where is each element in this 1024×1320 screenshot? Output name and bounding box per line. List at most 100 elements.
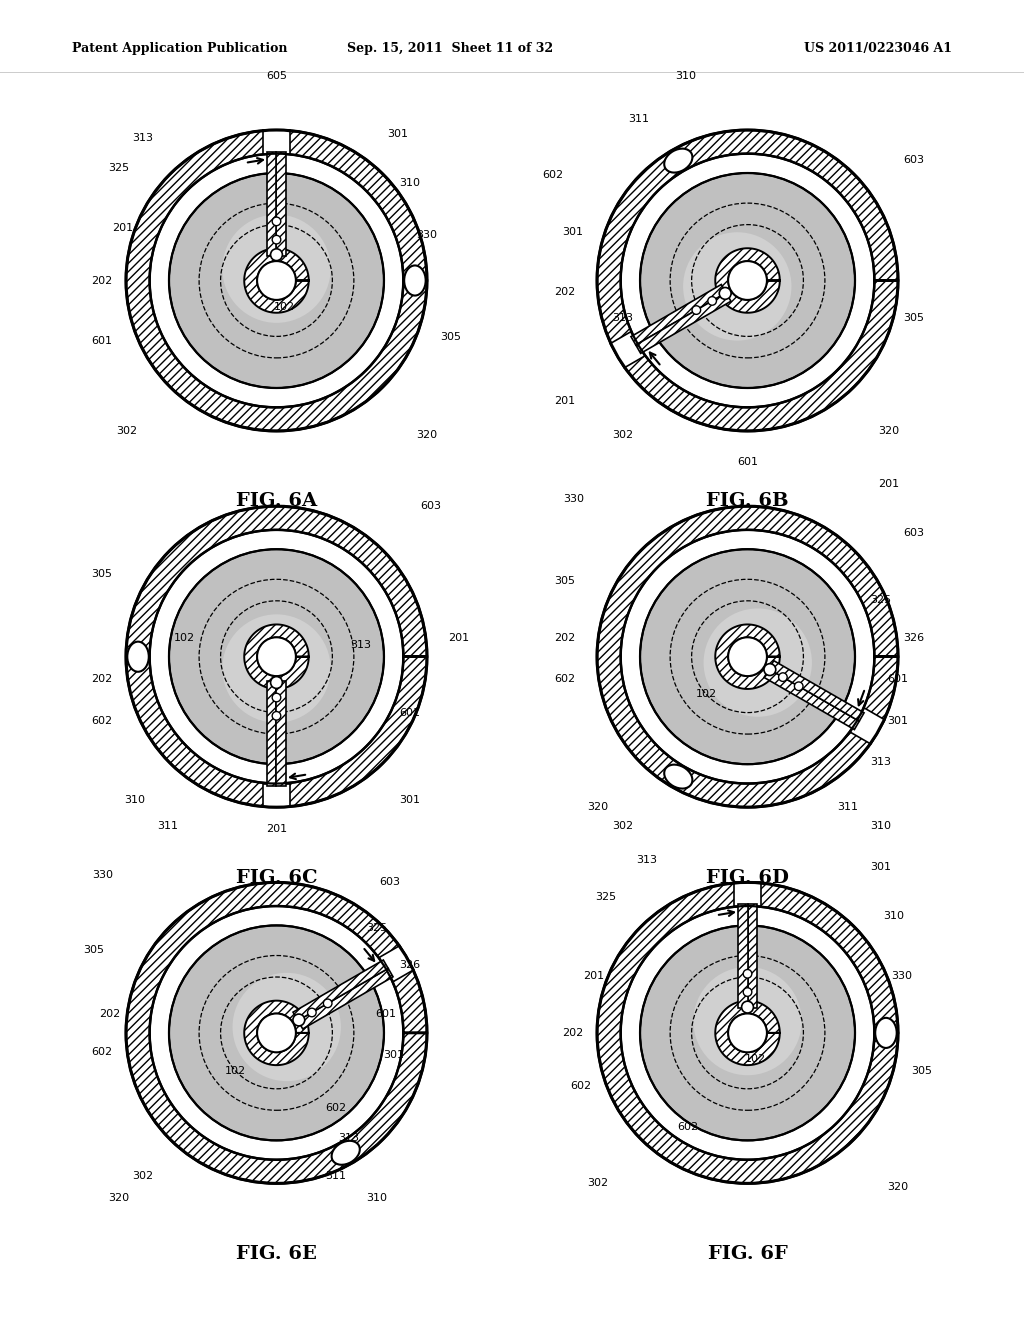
Circle shape xyxy=(683,232,792,341)
Circle shape xyxy=(728,261,767,300)
Circle shape xyxy=(257,1014,296,1052)
Circle shape xyxy=(640,925,855,1140)
Text: 320: 320 xyxy=(587,803,608,812)
Text: 601: 601 xyxy=(887,675,908,684)
Polygon shape xyxy=(245,1001,308,1065)
Text: 201: 201 xyxy=(449,632,470,643)
Circle shape xyxy=(222,215,331,323)
Text: 301: 301 xyxy=(383,1051,404,1060)
Text: FIG. 6E: FIG. 6E xyxy=(237,1245,316,1263)
Polygon shape xyxy=(126,883,427,1183)
Text: 330: 330 xyxy=(563,494,585,504)
Text: 301: 301 xyxy=(387,129,409,139)
Circle shape xyxy=(778,673,787,681)
Text: 310: 310 xyxy=(367,1193,388,1204)
Circle shape xyxy=(126,507,427,808)
Text: 102: 102 xyxy=(696,689,717,700)
Text: 320: 320 xyxy=(108,1193,129,1204)
Ellipse shape xyxy=(665,764,692,788)
Circle shape xyxy=(272,693,281,702)
Text: 202: 202 xyxy=(99,1008,121,1019)
Text: 102: 102 xyxy=(225,1065,246,1076)
Polygon shape xyxy=(262,784,291,808)
Text: 301: 301 xyxy=(562,227,584,236)
Text: 302: 302 xyxy=(611,821,633,832)
Text: FIG. 6A: FIG. 6A xyxy=(236,492,317,511)
Text: 602: 602 xyxy=(677,1122,698,1133)
Polygon shape xyxy=(597,131,898,430)
Text: 305: 305 xyxy=(440,331,462,342)
Text: 601: 601 xyxy=(399,708,421,718)
Text: 201: 201 xyxy=(112,223,133,232)
Text: FIG. 6B: FIG. 6B xyxy=(707,492,788,511)
Text: 201: 201 xyxy=(583,972,604,982)
Text: 325: 325 xyxy=(870,595,892,606)
Circle shape xyxy=(703,609,812,717)
Text: 313: 313 xyxy=(636,855,657,865)
Text: 326: 326 xyxy=(903,632,925,643)
Text: 310: 310 xyxy=(870,821,892,832)
Polygon shape xyxy=(267,152,276,256)
Circle shape xyxy=(693,968,802,1076)
Text: 305: 305 xyxy=(911,1065,933,1076)
Text: 602: 602 xyxy=(542,170,563,180)
Circle shape xyxy=(728,638,767,676)
Text: 605: 605 xyxy=(266,71,287,81)
Circle shape xyxy=(795,682,803,690)
Circle shape xyxy=(597,882,898,1183)
Circle shape xyxy=(272,216,281,226)
Text: 202: 202 xyxy=(91,675,113,684)
Circle shape xyxy=(169,549,384,764)
Polygon shape xyxy=(276,681,286,785)
Circle shape xyxy=(293,1014,305,1026)
Polygon shape xyxy=(276,152,286,256)
Circle shape xyxy=(270,677,283,689)
Circle shape xyxy=(324,999,332,1007)
Ellipse shape xyxy=(404,265,426,296)
Polygon shape xyxy=(597,507,898,807)
Text: 311: 311 xyxy=(628,114,649,124)
Text: 102: 102 xyxy=(173,632,195,643)
Text: 102: 102 xyxy=(274,302,295,312)
Text: 602: 602 xyxy=(91,1047,113,1057)
Text: 311: 311 xyxy=(838,803,859,812)
Polygon shape xyxy=(597,883,898,1183)
Text: 202: 202 xyxy=(554,632,575,643)
Text: 313: 313 xyxy=(611,313,633,323)
Text: Patent Application Publication: Patent Application Publication xyxy=(72,42,287,55)
Circle shape xyxy=(270,248,283,260)
Circle shape xyxy=(232,973,341,1081)
Circle shape xyxy=(126,131,427,430)
Text: 310: 310 xyxy=(124,795,145,805)
Circle shape xyxy=(169,173,384,388)
Polygon shape xyxy=(298,969,393,1028)
Text: 201: 201 xyxy=(879,479,900,488)
Text: 601: 601 xyxy=(91,335,113,346)
Polygon shape xyxy=(716,1001,779,1065)
Text: Sep. 15, 2011  Sheet 11 of 32: Sep. 15, 2011 Sheet 11 of 32 xyxy=(347,42,554,55)
Polygon shape xyxy=(716,624,779,689)
Text: 320: 320 xyxy=(416,430,437,440)
Text: 302: 302 xyxy=(116,426,137,436)
Text: 310: 310 xyxy=(676,71,696,81)
Ellipse shape xyxy=(332,1140,359,1164)
Text: 313: 313 xyxy=(338,1134,359,1143)
Text: 305: 305 xyxy=(903,313,925,323)
Polygon shape xyxy=(764,669,859,730)
Text: 313: 313 xyxy=(870,758,892,767)
Circle shape xyxy=(692,306,700,314)
Text: 602: 602 xyxy=(326,1104,347,1113)
Text: 102: 102 xyxy=(745,1055,766,1064)
Text: 310: 310 xyxy=(399,178,421,187)
Circle shape xyxy=(640,173,855,388)
Text: FIG. 6C: FIG. 6C xyxy=(236,869,317,887)
Polygon shape xyxy=(379,945,414,982)
Polygon shape xyxy=(267,681,276,785)
Circle shape xyxy=(741,1001,754,1012)
Text: FIG. 6F: FIG. 6F xyxy=(708,1245,787,1263)
Ellipse shape xyxy=(665,149,692,173)
Circle shape xyxy=(272,711,281,721)
Circle shape xyxy=(743,987,752,997)
Circle shape xyxy=(222,614,331,722)
Text: 602: 602 xyxy=(91,715,113,726)
